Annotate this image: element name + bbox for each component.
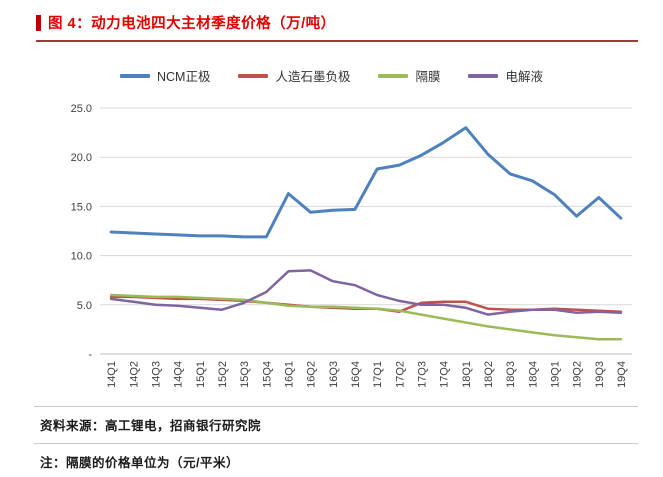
x-tick-label: 19Q3 — [594, 361, 606, 388]
figure-title: 图 4：动力电池四大主材季度价格（万/吨） — [48, 16, 336, 32]
x-tick-label: 19Q1 — [549, 361, 561, 388]
x-tick-label: 17Q3 — [416, 361, 428, 388]
legend-swatch — [238, 73, 269, 78]
x-tick-label: 15Q4 — [261, 361, 273, 388]
legend-item-1: 人造石墨负极 — [238, 66, 350, 85]
x-tick-label: 19Q4 — [616, 361, 628, 388]
legend-swatch — [378, 73, 409, 78]
legend-item-0: NCM正极 — [119, 66, 211, 85]
x-tick-label: 16Q3 — [328, 361, 340, 388]
legend-item-3: 电解液 — [468, 66, 543, 85]
x-tick-label: 15Q2 — [217, 361, 229, 388]
y-tick-label: 25.0 — [71, 103, 92, 115]
legend-label: 隔膜 — [415, 70, 441, 84]
legend-label: 电解液 — [505, 70, 543, 84]
y-tick-label: 5.0 — [77, 300, 92, 312]
y-tick-label: 20.0 — [71, 152, 92, 164]
x-tick-label: 18Q4 — [527, 361, 539, 388]
y-tick-label: - — [88, 349, 92, 361]
series-line-3 — [109, 269, 623, 316]
x-tick-label: 16Q1 — [283, 361, 295, 388]
note-row: 注：隔膜的价格单位为（元/平米） — [34, 443, 638, 477]
series-line-2 — [109, 293, 623, 341]
x-tick-label: 17Q1 — [372, 361, 384, 388]
y-tick-label: 15.0 — [71, 201, 92, 213]
figure-footer: 资料来源：高工锂电，招商银行研究院 注：隔膜的价格单位为（元/平米） — [34, 406, 638, 477]
legend-label: NCM正极 — [156, 70, 211, 84]
x-tick-label: 15Q1 — [195, 361, 207, 388]
note-text: 注：隔膜的价格单位为（元/平米） — [40, 456, 239, 470]
legend-label: 人造石墨负极 — [275, 70, 351, 84]
x-tick-label: 19Q2 — [572, 361, 584, 388]
legend-swatch — [468, 73, 499, 78]
x-tick-label: 15Q3 — [239, 361, 251, 388]
x-tick-label: 14Q4 — [173, 361, 185, 388]
source-row: 资料来源：高工锂电，招商银行研究院 — [34, 406, 638, 443]
x-tick-label: 14Q3 — [150, 361, 162, 388]
chart-legend: NCM正极 人造石墨负极 隔膜 电解液 — [0, 66, 663, 85]
title-accent-bar — [36, 14, 41, 31]
y-tick-label: 10.0 — [71, 251, 92, 263]
figure-title-row: 图 4：动力电池四大主材季度价格（万/吨） — [36, 12, 336, 33]
x-tick-label: 18Q1 — [461, 361, 473, 388]
x-tick-label: 17Q4 — [439, 361, 451, 388]
x-tick-label: 17Q2 — [394, 361, 406, 388]
x-tick-label: 14Q2 — [128, 361, 140, 388]
series-line-0 — [109, 126, 623, 239]
source-text: 资料来源：高工锂电，招商银行研究院 — [40, 419, 262, 433]
x-tick-label: 16Q4 — [350, 361, 362, 388]
price-line-chart: - 5.0 10.0 15.0 20.0 25.0 14Q1 14Q2 14Q3 14Q4 15Q1… — [71, 103, 632, 388]
title-divider-line — [36, 40, 638, 42]
x-tick-label: 18Q2 — [483, 361, 495, 388]
x-tick-label: 14Q1 — [106, 361, 118, 388]
legend-item-2: 隔膜 — [378, 66, 440, 85]
legend-swatch — [119, 73, 150, 78]
x-tick-label: 18Q3 — [505, 361, 517, 388]
x-tick-label: 16Q2 — [306, 361, 318, 388]
